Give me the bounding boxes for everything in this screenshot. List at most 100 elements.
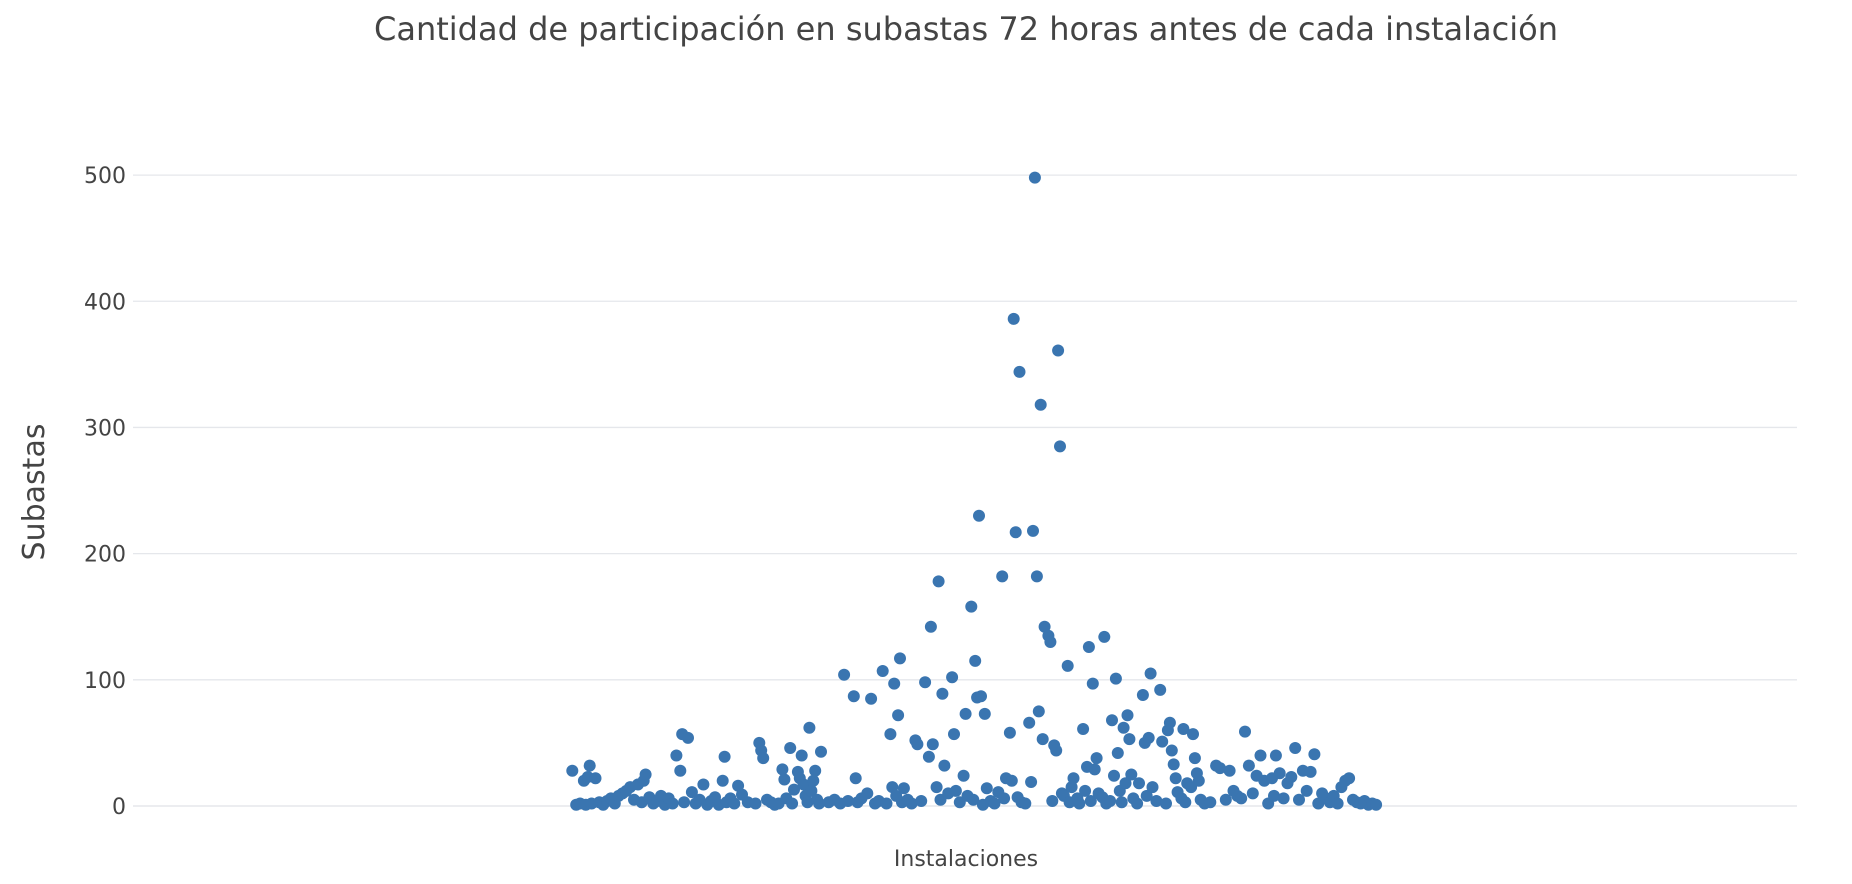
- data-point: [1073, 797, 1086, 810]
- data-point: [1131, 797, 1144, 810]
- data-point: [905, 797, 918, 810]
- data-point: [1005, 774, 1018, 787]
- data-point: [685, 786, 698, 799]
- data-point: [1036, 733, 1049, 746]
- data-point: [973, 509, 985, 522]
- data-point: [1150, 795, 1163, 807]
- data-point: [1125, 768, 1138, 781]
- data-point: [639, 768, 652, 781]
- data-point: [1343, 772, 1356, 785]
- data-point: [678, 796, 691, 809]
- data-point: [1154, 683, 1167, 696]
- data-points: [566, 171, 1383, 811]
- data-point: [1156, 735, 1169, 748]
- data-point: [784, 742, 797, 754]
- data-point: [1293, 793, 1305, 806]
- data-point: [1121, 709, 1134, 722]
- data-point: [897, 782, 910, 795]
- data-point: [1188, 752, 1201, 765]
- y-tick-label: 300: [84, 416, 126, 441]
- data-point: [1019, 797, 1032, 810]
- data-point: [1067, 772, 1080, 785]
- data-point: [1025, 776, 1038, 788]
- data-point: [1115, 796, 1128, 809]
- data-point: [1144, 667, 1157, 680]
- data-point: [805, 784, 818, 797]
- data-point: [965, 600, 978, 613]
- data-point: [861, 787, 874, 800]
- chart-title: Cantidad de participación en subastas 72…: [374, 10, 1558, 48]
- data-point: [880, 797, 893, 810]
- data-point: [1268, 789, 1280, 802]
- data-point: [1136, 689, 1149, 701]
- data-point: [1088, 763, 1101, 776]
- data-point: [932, 575, 945, 588]
- y-axis-ticks: 0 100 200 300 400 500: [84, 164, 126, 820]
- data-point: [969, 654, 982, 667]
- data-point: [1285, 771, 1298, 783]
- data-point: [876, 665, 889, 677]
- data-point: [1061, 659, 1074, 672]
- data-point: [1300, 784, 1313, 797]
- data-point: [1003, 726, 1016, 739]
- data-point: [911, 738, 924, 751]
- data-point: [1044, 636, 1057, 648]
- data-point: [566, 764, 579, 777]
- data-point: [1117, 721, 1130, 734]
- data-point: [1246, 787, 1259, 800]
- data-point: [988, 797, 1001, 810]
- data-point: [1308, 748, 1321, 761]
- data-point: [1119, 777, 1132, 790]
- data-point: [1090, 752, 1103, 765]
- data-point: [1219, 793, 1232, 806]
- data-point: [894, 652, 906, 665]
- data-point: [670, 749, 683, 762]
- data-point: [996, 570, 1009, 583]
- data-point: [1104, 795, 1117, 807]
- data-point: [1146, 781, 1159, 794]
- data-point: [778, 773, 791, 786]
- data-point: [1023, 716, 1036, 729]
- data-point: [1065, 781, 1078, 794]
- data-point: [1163, 716, 1176, 729]
- data-point: [1140, 789, 1153, 802]
- data-point: [697, 778, 710, 791]
- data-point: [930, 781, 943, 794]
- data-point: [815, 745, 827, 758]
- data-point: [1177, 723, 1190, 735]
- data-point: [1098, 630, 1111, 643]
- data-point: [1133, 777, 1145, 790]
- y-tick-label: 200: [84, 543, 126, 568]
- data-point: [803, 721, 816, 734]
- data-point: [1034, 398, 1047, 411]
- gridlines: [133, 174, 1797, 807]
- data-point: [967, 793, 980, 806]
- data-point: [1204, 796, 1217, 809]
- data-point: [1106, 714, 1118, 727]
- data-point: [1187, 728, 1199, 741]
- data-point: [1235, 792, 1248, 805]
- data-point: [1086, 677, 1099, 690]
- data-point: [926, 738, 939, 751]
- data-point: [1082, 641, 1095, 653]
- data-point: [936, 687, 949, 700]
- data-point: [1165, 744, 1178, 757]
- data-point: [757, 752, 770, 765]
- data-point: [922, 750, 935, 763]
- data-point: [716, 774, 729, 787]
- data-point: [1108, 769, 1120, 782]
- data-point: [1046, 795, 1059, 807]
- data-point: [1050, 744, 1063, 757]
- x-axis-label: Instalaciones: [894, 847, 1038, 872]
- data-point: [1269, 749, 1282, 762]
- data-point: [1160, 797, 1172, 810]
- data-point: [1331, 797, 1344, 810]
- data-point: [1028, 171, 1041, 184]
- data-point: [865, 692, 878, 705]
- data-point: [1123, 733, 1136, 746]
- y-tick-label: 100: [84, 669, 126, 694]
- data-point: [975, 690, 987, 703]
- y-tick-label: 500: [84, 164, 126, 189]
- data-point: [1169, 772, 1182, 785]
- data-point: [847, 690, 860, 703]
